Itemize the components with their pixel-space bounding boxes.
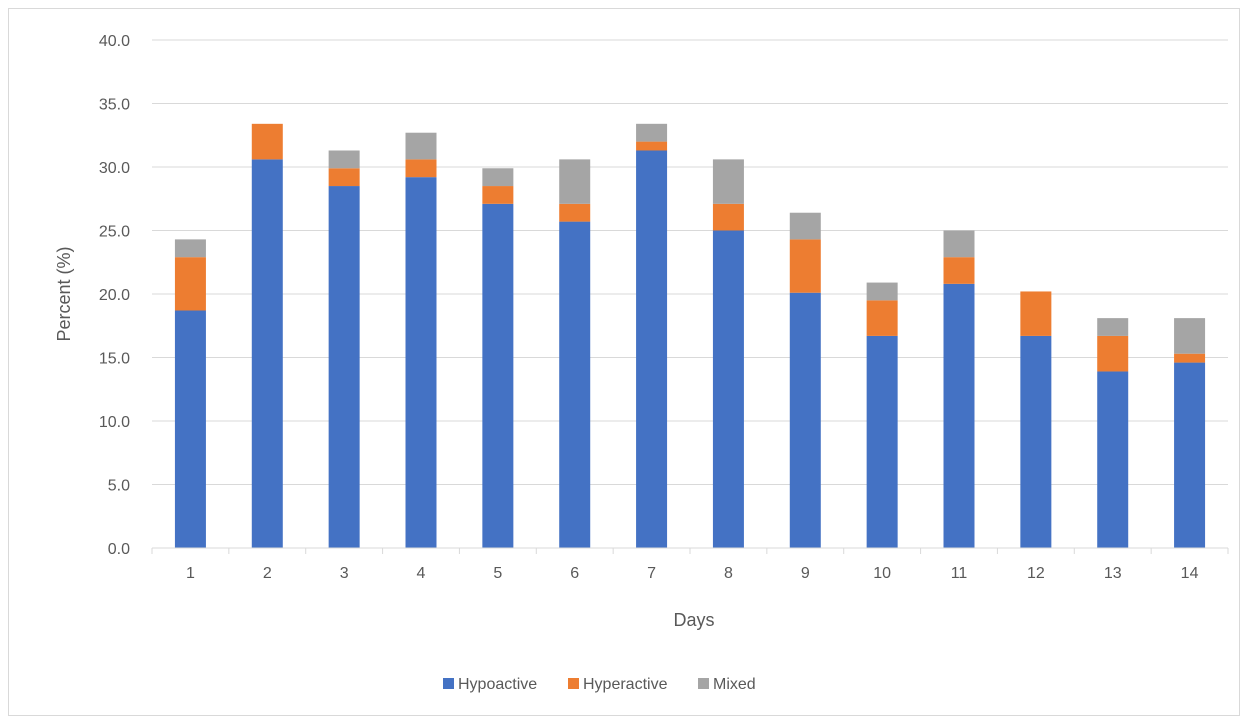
x-tick-label: 13	[1104, 565, 1122, 582]
bar-mixed-day-14	[1174, 318, 1205, 354]
bar-hypoactive-day-7	[636, 150, 667, 548]
x-tick-label: 4	[417, 565, 426, 582]
x-tick-label: 3	[340, 565, 349, 582]
bar-hyperactive-day-4	[406, 159, 437, 177]
bar-hypoactive-day-3	[329, 186, 360, 548]
bar-hypoactive-day-4	[406, 177, 437, 548]
bar-hyperactive-day-8	[713, 204, 744, 231]
y-tick-label: 40.0	[99, 33, 130, 50]
y-tick-label: 30.0	[99, 160, 130, 177]
x-tick-label: 1	[186, 565, 195, 582]
bar-hypoactive-day-5	[482, 204, 513, 548]
x-tick-label: 9	[801, 565, 810, 582]
bar-hypoactive-day-14	[1174, 363, 1205, 548]
y-tick-label: 5.0	[108, 478, 130, 495]
bar-hypoactive-day-2	[252, 159, 283, 548]
x-tick-label: 6	[570, 565, 579, 582]
bar-hypoactive-day-9	[790, 293, 821, 548]
bar-hyperactive-day-11	[944, 257, 975, 284]
bar-mixed-day-9	[790, 213, 821, 240]
bar-hypoactive-day-11	[944, 284, 975, 548]
x-axis-ticks: 1 2 3 4 5 6 7 8 9 10 11 12 13 14	[152, 548, 1228, 582]
x-tick-label: 10	[873, 565, 891, 582]
legend-label-mixed: Mixed	[713, 676, 756, 693]
bar-mixed-day-7	[636, 124, 667, 142]
bar-mixed-day-3	[329, 150, 360, 168]
x-tick-label: 14	[1181, 565, 1199, 582]
bar-hyperactive-day-6	[559, 204, 590, 222]
y-tick-label: 0.0	[108, 541, 130, 558]
bar-hypoactive-day-1	[175, 311, 206, 548]
y-tick-label: 10.0	[99, 414, 130, 431]
bar-hyperactive-day-3	[329, 168, 360, 186]
bar-hypoactive-day-6	[559, 222, 590, 548]
y-tick-label: 15.0	[99, 351, 130, 368]
legend-swatch-mixed	[698, 678, 709, 689]
bar-mixed-day-5	[482, 168, 513, 186]
bar-hyperactive-day-2	[252, 124, 283, 160]
legend-swatch-hypoactive	[443, 678, 454, 689]
bar-hypoactive-day-10	[867, 336, 898, 548]
bar-mixed-day-6	[559, 159, 590, 203]
legend-label-hyperactive: Hyperactive	[583, 676, 668, 693]
bar-mixed-day-13	[1097, 318, 1128, 336]
bar-hyperactive-day-1	[175, 257, 206, 310]
bar-hyperactive-day-10	[867, 300, 898, 336]
bar-hypoactive-day-8	[713, 231, 744, 549]
bar-hyperactive-day-5	[482, 186, 513, 204]
bar-mixed-day-4	[406, 133, 437, 160]
y-tick-label: 20.0	[99, 287, 130, 304]
bar-hyperactive-day-14	[1174, 354, 1205, 363]
bar-mixed-day-11	[944, 231, 975, 258]
bar-hyperactive-day-13	[1097, 336, 1128, 372]
bar-hypoactive-day-12	[1020, 336, 1051, 548]
bar-mixed-day-10	[867, 283, 898, 301]
legend-label-hypoactive: Hypoactive	[458, 676, 537, 693]
x-tick-label: 11	[951, 565, 968, 582]
bar-hypoactive-day-13	[1097, 371, 1128, 548]
bar-mixed-day-1	[175, 239, 206, 257]
y-tick-label: 25.0	[99, 224, 130, 241]
y-axis-title: Percent (%)	[54, 246, 74, 341]
bar-mixed-day-8	[713, 159, 744, 203]
x-tick-label: 8	[724, 565, 733, 582]
x-tick-label: 12	[1027, 565, 1045, 582]
y-tick-label: 35.0	[99, 97, 130, 114]
y-axis-ticks: 0.0 5.0 10.0 15.0 20.0 25.0 30.0 35.0 40.0	[99, 33, 130, 558]
legend: Hypoactive Hyperactive Mixed	[443, 676, 756, 693]
x-tick-label: 2	[263, 565, 272, 582]
bar-hyperactive-day-12	[1020, 291, 1051, 335]
bar-hyperactive-day-9	[790, 239, 821, 292]
gridlines	[152, 40, 1228, 485]
x-tick-label: 7	[647, 565, 656, 582]
bar-hyperactive-day-7	[636, 142, 667, 151]
legend-swatch-hyperactive	[568, 678, 579, 689]
x-tick-label: 5	[493, 565, 502, 582]
x-axis-title: Days	[673, 610, 714, 630]
